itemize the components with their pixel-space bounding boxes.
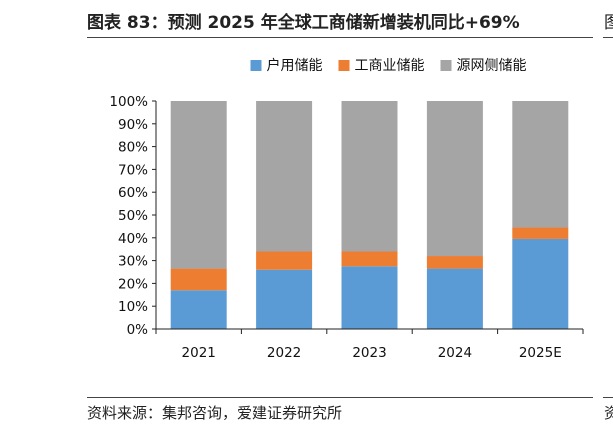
y-tick-label: 100% bbox=[109, 94, 148, 110]
legend-label-3: 源网侧储能 bbox=[457, 58, 527, 74]
bar-segment-1 bbox=[426, 268, 483, 329]
adjacent-title-rule bbox=[603, 37, 613, 38]
x-tick-label: 2022 bbox=[267, 345, 301, 361]
bar-segment-3 bbox=[341, 101, 398, 252]
y-tick-label: 40% bbox=[118, 231, 148, 247]
y-tick-label: 10% bbox=[118, 299, 148, 315]
adjacent-source-rule bbox=[603, 397, 613, 398]
chart-legend: 户用储能 工商业储能 源网侧储能 bbox=[250, 57, 527, 74]
legend-swatch-3 bbox=[440, 60, 452, 71]
bar-segment-3 bbox=[426, 101, 483, 257]
figure-title: 图表 83：预测 2025 年全球工商储新增装机同比+69% bbox=[87, 13, 520, 33]
plot-area: 0% 10% 20% 30% 40% 50% 60% 70% 80% 90% 100% 2021 202… bbox=[109, 94, 584, 361]
bar-segment-2 bbox=[426, 256, 483, 269]
x-tick-label: 2021 bbox=[182, 345, 216, 361]
y-tick-label: 90% bbox=[118, 117, 148, 133]
y-tick-label: 70% bbox=[118, 162, 148, 178]
y-tick-label: 0% bbox=[127, 322, 149, 338]
bar-segment-3 bbox=[256, 101, 313, 252]
y-tick-label: 30% bbox=[118, 254, 148, 270]
bar-segment-3 bbox=[170, 101, 227, 269]
title-rule bbox=[87, 37, 593, 38]
bar-segment-1 bbox=[256, 269, 313, 329]
legend-label-1: 户用储能 bbox=[267, 57, 323, 74]
x-tick-label: 2025E bbox=[519, 345, 562, 361]
x-tick-label: 2023 bbox=[352, 345, 386, 361]
legend-swatch-2 bbox=[338, 60, 350, 71]
y-tick-label: 60% bbox=[118, 185, 148, 201]
bar-segment-2 bbox=[256, 251, 313, 270]
bar-segment-2 bbox=[341, 251, 398, 267]
adjacent-source-fragment: 资 bbox=[604, 404, 613, 422]
stacked-bar-chart: 户用储能 工商业储能 源网侧储能 0% 10% 20% 30% 40% 50% 60% 70% 80… bbox=[109, 57, 584, 361]
bar-segment-1 bbox=[512, 238, 569, 329]
bar-segment-2 bbox=[170, 268, 227, 291]
y-tick-label: 80% bbox=[118, 140, 148, 156]
legend-label-2: 工商业储能 bbox=[355, 58, 425, 74]
bar-segment-1 bbox=[341, 266, 398, 329]
legend-swatch-1 bbox=[250, 60, 262, 71]
bar-segment-2 bbox=[512, 227, 569, 239]
bar-segment-3 bbox=[512, 101, 569, 228]
y-tick-label: 50% bbox=[118, 208, 148, 224]
x-tick-label: 2024 bbox=[438, 345, 472, 361]
bar-segment-1 bbox=[170, 290, 227, 329]
source-note: 资料来源：集邦咨询，爱建证券研究所 bbox=[87, 404, 343, 422]
source-rule bbox=[87, 397, 593, 398]
y-tick-label: 20% bbox=[118, 276, 148, 292]
adjacent-figure-title-fragment: 图 bbox=[604, 13, 613, 33]
